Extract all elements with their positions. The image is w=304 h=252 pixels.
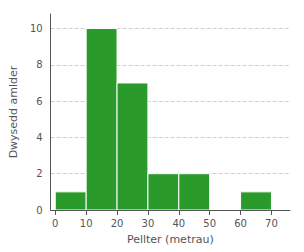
svg-text:6: 6	[36, 96, 42, 107]
svg-text:10: 10	[30, 23, 43, 34]
svg-text:8: 8	[36, 59, 42, 70]
svg-text:2: 2	[36, 168, 42, 179]
svg-text:60: 60	[234, 218, 247, 229]
svg-text:30: 30	[142, 218, 155, 229]
svg-text:40: 40	[172, 218, 185, 229]
svg-text:0: 0	[36, 205, 42, 216]
svg-text:Dwysedd amlder: Dwysedd amlder	[7, 65, 20, 158]
svg-text:Pellter (metrau): Pellter (metrau)	[127, 233, 214, 246]
svg-text:50: 50	[203, 218, 216, 229]
svg-text:10: 10	[80, 218, 93, 229]
svg-text:20: 20	[111, 218, 124, 229]
svg-text:70: 70	[265, 218, 278, 229]
svg-text:4: 4	[36, 132, 42, 143]
svg-text:0: 0	[52, 218, 58, 229]
